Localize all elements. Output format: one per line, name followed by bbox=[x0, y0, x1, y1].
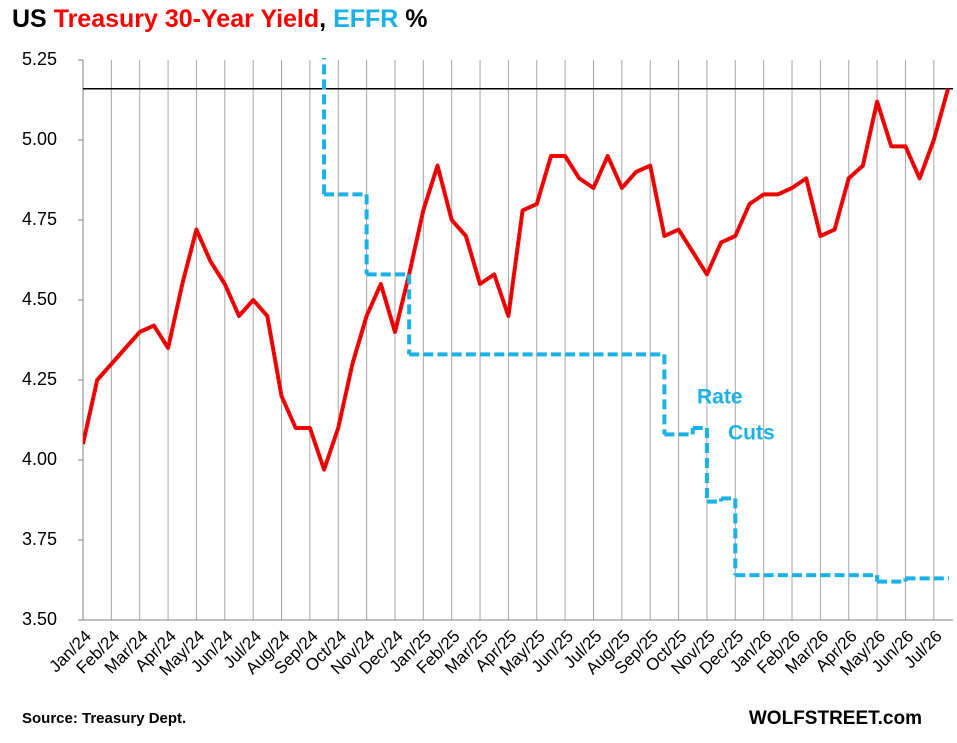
brand: WOLFSTREET.com bbox=[749, 708, 922, 729]
chart-title: US Treasury 30-Year Yield, EFFR % bbox=[12, 5, 428, 33]
y-tick-label: 5.00 bbox=[22, 129, 57, 149]
title-part: , bbox=[319, 5, 333, 33]
source: Source: Treasury Dept. bbox=[22, 710, 186, 727]
yield-line-core bbox=[83, 88, 949, 472]
title-part: % bbox=[398, 5, 427, 33]
y-tick-label: 4.50 bbox=[22, 289, 57, 309]
title-part: Treasury 30-Year Yield bbox=[54, 5, 319, 33]
plot-area bbox=[83, 58, 950, 584]
yield-line bbox=[83, 88, 950, 472]
y-tick-label: 4.25 bbox=[22, 369, 57, 389]
title-part: US bbox=[12, 5, 54, 33]
title-part: EFFR bbox=[333, 5, 398, 33]
y-tick-label: 4.00 bbox=[22, 449, 57, 469]
y-tick-label: 4.75 bbox=[22, 209, 57, 229]
annotation: Rate bbox=[697, 386, 743, 409]
annotation: Cuts bbox=[728, 422, 775, 445]
y-tick-label: 5.25 bbox=[22, 49, 57, 69]
y-tick-label: 3.50 bbox=[22, 609, 57, 629]
y-tick-label: 3.75 bbox=[22, 529, 57, 549]
